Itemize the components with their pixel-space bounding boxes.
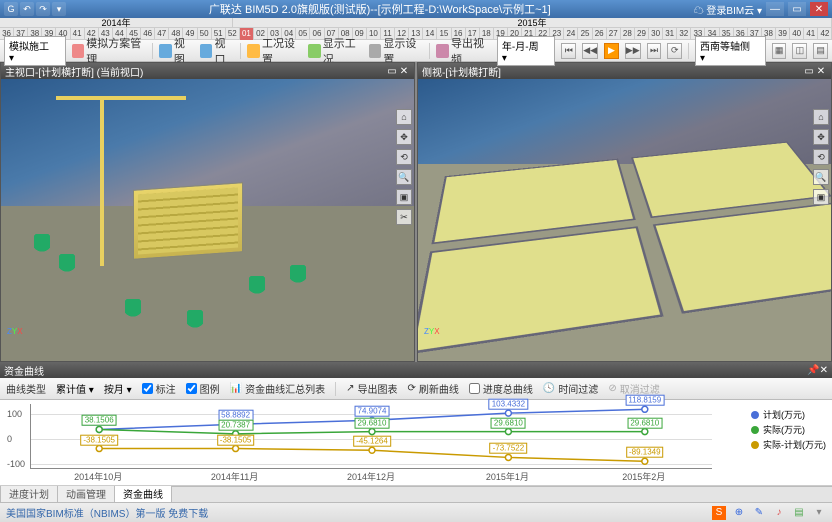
viewport-main-canvas[interactable]: ZYX ⌂ ✥ ⟲ 🔍 ▣ ✂ <box>1 79 414 361</box>
app-icon: G <box>4 2 18 16</box>
fit-icon[interactable]: ▣ <box>396 189 412 205</box>
crane-model <box>100 96 104 266</box>
year-2015: 2015年 <box>233 18 832 27</box>
curve-unit-select[interactable]: 按月 ▾ <box>104 381 132 396</box>
viewport-side-title: 侧视-[计划横打断] <box>422 64 501 79</box>
tool-2[interactable]: ◫ <box>792 43 807 59</box>
viewport-tools: ⌂ ✥ ⟲ 🔍 ▣ ✂ <box>396 109 412 225</box>
redo-icon[interactable]: ↷ <box>36 2 50 16</box>
statusbar: 美国国家BIM标准（NBIMS）第一版 免费下载 S ⊕ ✎ ♪ ▤ ▾ <box>0 502 832 522</box>
main-toolbar: 模拟施工 ▾ 模拟方案管理 视图 视口 工况设置 显示工况 显示设置 导出视频 … <box>0 40 832 62</box>
orientation-select[interactable]: 西南等轴侧 ▾ <box>695 36 766 66</box>
tool-1[interactable]: ▦ <box>772 43 787 59</box>
titlebar: G ↶ ↷ ▾ 广联达 BIM5D 2.0旗舰版(测试版)--[示例工程-D:\… <box>0 0 832 18</box>
week-cell[interactable]: 31 <box>663 28 677 40</box>
viewports: 主视口-[计划横打断] (当前视口) ▭✕ ZYX ⌂ ✥ ⟲ 🔍 ▣ ✂ 侧视… <box>0 62 832 362</box>
zoom-icon-2[interactable]: 🔍 <box>813 169 829 185</box>
total-curve-checkbox[interactable]: 进度总曲线 <box>469 381 533 396</box>
tab-cost-curve[interactable]: 资金曲线 <box>114 484 172 502</box>
summary-button[interactable]: 📊 资金曲线汇总列表 <box>230 381 325 396</box>
week-cell[interactable]: 29 <box>635 28 649 40</box>
step-back-button[interactable]: ◀◀ <box>582 43 598 59</box>
panel-pin-icon[interactable]: 📌 <box>807 365 819 376</box>
year-2014: 2014年 <box>0 18 233 27</box>
week-cell[interactable]: 32 <box>677 28 691 40</box>
status-icon-4[interactable]: ♪ <box>772 506 786 520</box>
chart-legend: 计划(万元)实际(万元)实际-计划(万元) <box>751 408 826 453</box>
axis-gizmo-2[interactable]: ZYX <box>424 327 452 355</box>
week-cell[interactable]: 26 <box>593 28 607 40</box>
vp2-close-icon[interactable]: ✕ <box>815 66 827 77</box>
section-icon[interactable]: ✂ <box>396 209 412 225</box>
time-unit-select[interactable]: 年-月-周 ▾ <box>497 36 556 66</box>
status-icon-3[interactable]: ✎ <box>752 506 766 520</box>
viewport-main-title: 主视口-[计划横打断] (当前视口) <box>5 64 143 79</box>
week-cell[interactable]: 42 <box>818 28 832 40</box>
week-cell[interactable]: 25 <box>578 28 592 40</box>
maximize-button[interactable]: ▭ <box>788 2 806 16</box>
axis-gizmo[interactable]: ZYX <box>7 327 35 355</box>
fit-icon-2[interactable]: ▣ <box>813 189 829 205</box>
curve-panel-header: 资金曲线 📌✕ <box>0 362 832 378</box>
building-model <box>133 182 243 260</box>
curve-panel-title: 资金曲线 <box>4 363 44 378</box>
viewport-side-canvas[interactable]: ZYX ⌂ ✥ ⟲ 🔍 ▣ <box>418 79 831 361</box>
curve-type-select[interactable]: 累计值 ▾ <box>56 381 94 396</box>
loop-button[interactable]: ⟳ <box>667 43 682 59</box>
week-cell[interactable]: 27 <box>607 28 621 40</box>
status-icon-6[interactable]: ▾ <box>812 506 826 520</box>
vp-max-icon[interactable]: ▭ <box>386 66 398 77</box>
status-icon-1[interactable]: S <box>712 506 726 520</box>
export-chart-button[interactable]: ↗ 导出图表 <box>346 381 397 396</box>
mode-select[interactable]: 模拟施工 ▾ <box>4 36 66 66</box>
cost-curve-chart: 1000-10038.150658.889274.9074103.4332118… <box>0 400 832 486</box>
orbit-icon-2[interactable]: ⟲ <box>813 149 829 165</box>
tab-schedule[interactable]: 进度计划 <box>0 484 58 502</box>
week-cell[interactable]: 39 <box>776 28 790 40</box>
vp-close-icon[interactable]: ✕ <box>398 66 410 77</box>
tab-animation[interactable]: 动画管理 <box>57 484 115 502</box>
home-icon[interactable]: ⌂ <box>396 109 412 125</box>
mark-checkbox[interactable]: 标注 <box>142 381 176 396</box>
minimize-button[interactable]: — <box>766 2 784 16</box>
week-cell[interactable]: 41 <box>804 28 818 40</box>
zoom-icon[interactable]: 🔍 <box>396 169 412 185</box>
pan-icon[interactable]: ✥ <box>396 129 412 145</box>
panel-close-icon[interactable]: ✕ <box>820 365 828 376</box>
cancel-filter-button[interactable]: ⊘ 取消过滤 <box>608 381 659 396</box>
time-filter-button[interactable]: 🕓 时间过滤 <box>543 381 598 396</box>
goto-start-button[interactable]: ⏮ <box>561 43 576 59</box>
status-icon-2[interactable]: ⊕ <box>732 506 746 520</box>
week-cell[interactable]: 40 <box>790 28 804 40</box>
window-title: 广联达 BIM5D 2.0旗舰版(测试版)--[示例工程-D:\WorkSpac… <box>66 1 694 17</box>
curve-type-label: 曲线类型 <box>6 381 46 396</box>
play-button[interactable]: ▶ <box>604 43 619 59</box>
chart-toolbar: 曲线类型 累计值 ▾ 按月 ▾ 标注 图例 📊 资金曲线汇总列表 ↗ 导出图表 … <box>0 378 832 400</box>
viewport-main: 主视口-[计划横打断] (当前视口) ▭✕ ZYX ⌂ ✥ ⟲ 🔍 ▣ ✂ <box>0 62 415 362</box>
orbit-icon[interactable]: ⟲ <box>396 149 412 165</box>
tool-3[interactable]: ▤ <box>813 43 828 59</box>
status-message[interactable]: 美国国家BIM标准（NBIMS）第一版 免费下载 <box>6 505 208 520</box>
close-button[interactable]: ✕ <box>810 2 828 16</box>
status-icon-5[interactable]: ▤ <box>792 506 806 520</box>
goto-end-button[interactable]: ⏭ <box>647 43 662 59</box>
cloud-login[interactable]: ☁ 登录BIM云 ▾ <box>694 2 762 17</box>
home-icon-2[interactable]: ⌂ <box>813 109 829 125</box>
week-cell[interactable]: 30 <box>649 28 663 40</box>
refresh-button[interactable]: ⟳ 刷新曲线 <box>407 381 458 396</box>
week-cell[interactable]: 28 <box>621 28 635 40</box>
undo-icon[interactable]: ↶ <box>20 2 34 16</box>
legend-checkbox[interactable]: 图例 <box>186 381 220 396</box>
viewport-side: 侧视-[计划横打断] ▭✕ ZYX ⌂ ✥ ⟲ 🔍 ▣ <box>417 62 832 362</box>
qat-dropdown-icon[interactable]: ▾ <box>52 2 66 16</box>
week-cell[interactable]: 24 <box>564 28 578 40</box>
step-fwd-button[interactable]: ▶▶ <box>625 43 641 59</box>
vp2-max-icon[interactable]: ▭ <box>803 66 815 77</box>
pan-icon-2[interactable]: ✥ <box>813 129 829 145</box>
